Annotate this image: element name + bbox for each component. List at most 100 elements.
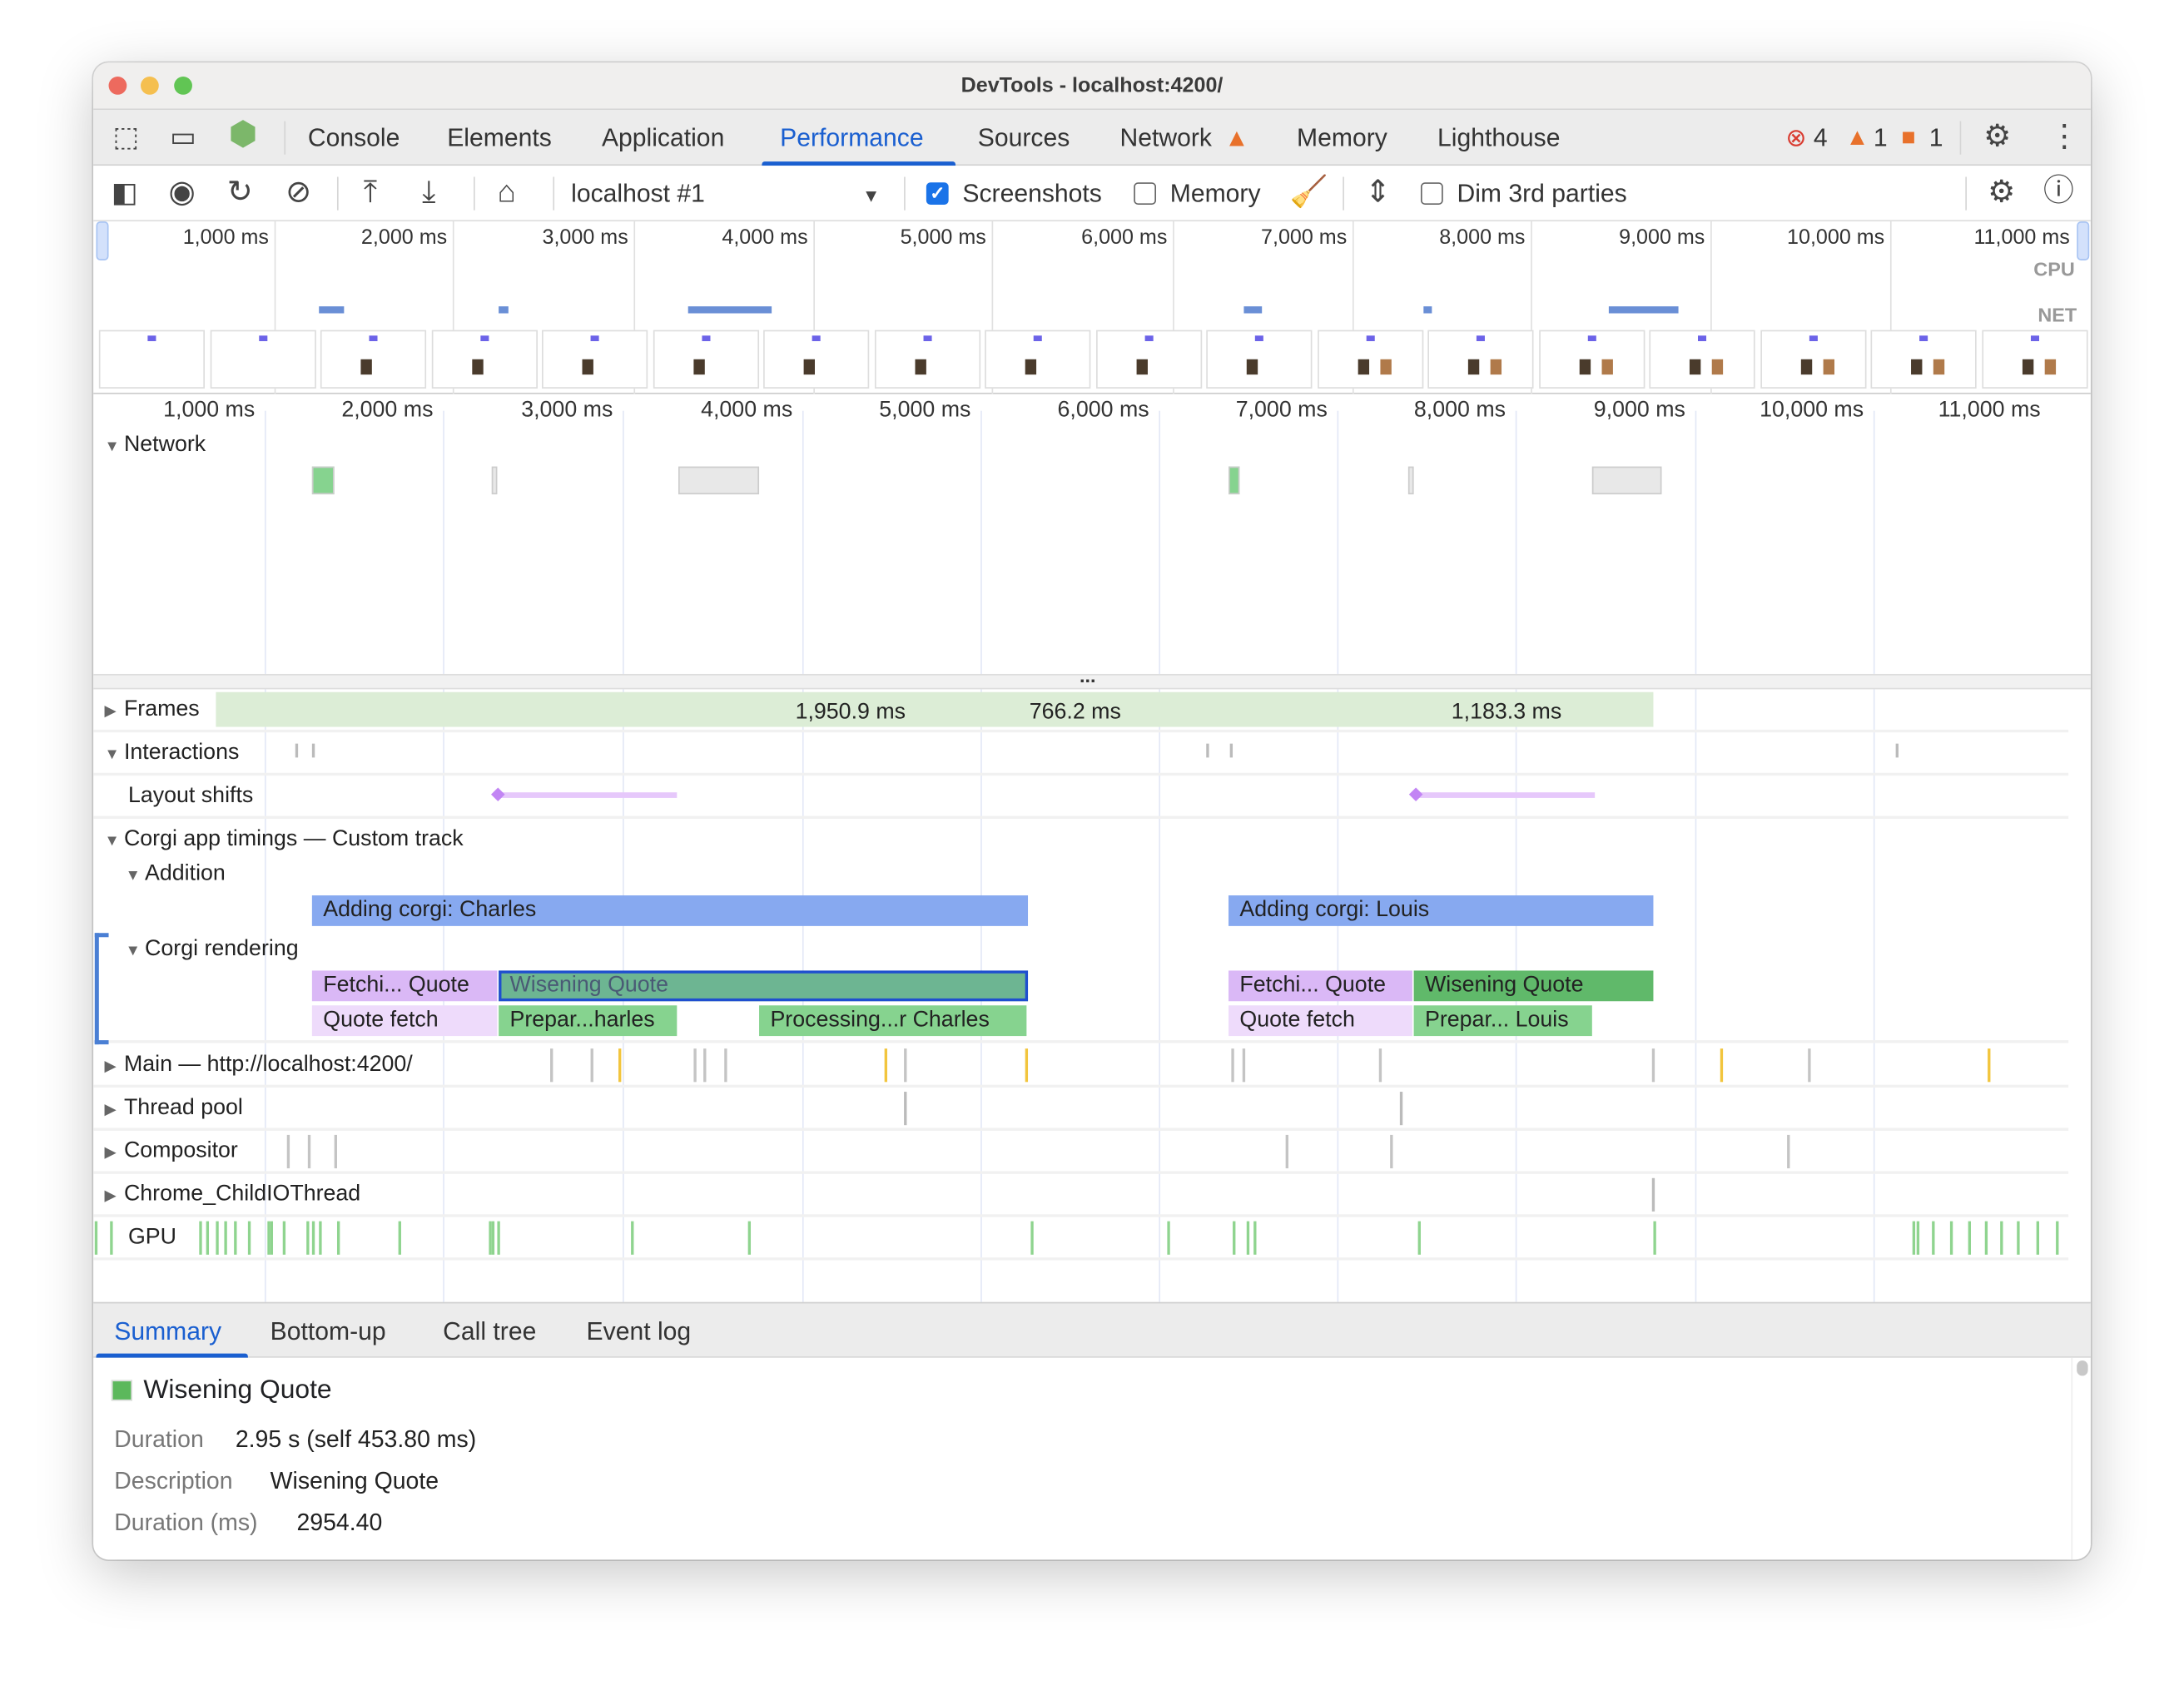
- gpu-task-mark[interactable]: [1417, 1221, 1421, 1255]
- tab-elements[interactable]: Elements: [447, 123, 552, 152]
- gpu-task-mark[interactable]: [270, 1221, 273, 1255]
- screenshot-thumbnail[interactable]: [763, 330, 870, 389]
- thread-pool-header[interactable]: ▶ Thread pool: [104, 1096, 243, 1120]
- task-mark[interactable]: [1378, 1048, 1382, 1083]
- screenshot-thumbnail[interactable]: [653, 330, 759, 389]
- compositor-header[interactable]: ▶ Compositor: [104, 1138, 238, 1163]
- resize-divider[interactable]: ...: [93, 664, 2091, 690]
- reload-record-icon[interactable]: ↻: [226, 174, 253, 210]
- gpu-task-mark[interactable]: [206, 1221, 209, 1255]
- gpu-task-mark[interactable]: [2056, 1221, 2058, 1255]
- screenshots-label[interactable]: Screenshots: [962, 179, 1102, 208]
- network-request[interactable]: [311, 466, 335, 495]
- device-toolbar-icon[interactable]: ▭: [170, 122, 196, 154]
- frames-track-header[interactable]: ▶ Frames: [104, 697, 206, 723]
- timeline-overview[interactable]: 1,000 ms 2,000 ms 3,000 ms 4,000 ms 5,000 ms…: [93, 221, 2091, 394]
- capture-settings-gear-icon[interactable]: ⚙: [1988, 174, 2016, 210]
- preparing-charles-event[interactable]: Prepar...harles: [499, 1005, 678, 1037]
- gpu-header[interactable]: GPU: [127, 1225, 176, 1251]
- tab-memory[interactable]: Memory: [1297, 123, 1387, 152]
- recording-select[interactable]: localhost #1: [571, 179, 705, 208]
- screenshot-thumbnail[interactable]: [1317, 330, 1423, 389]
- network-request[interactable]: [491, 466, 498, 495]
- warning-count-icon[interactable]: ▲: [1845, 123, 1869, 151]
- tab-bottom-up[interactable]: Bottom-up: [270, 1317, 386, 1346]
- gpu-task-mark[interactable]: [319, 1221, 321, 1255]
- task-mark[interactable]: [1651, 1177, 1655, 1212]
- adding-corgi-charles-event[interactable]: Adding corgi: Charles: [311, 895, 1029, 926]
- error-count[interactable]: 4: [1813, 123, 1828, 152]
- screenshots-checkbox[interactable]: ✓: [926, 182, 949, 206]
- warning-count[interactable]: 1: [1873, 123, 1888, 152]
- adding-corgi-louis-event[interactable]: Adding corgi: Louis: [1228, 895, 1654, 926]
- wisening-quote-event[interactable]: Wisening Quote: [1413, 970, 1654, 1002]
- gpu-task-mark[interactable]: [1949, 1221, 1953, 1255]
- gpu-task-mark[interactable]: [224, 1221, 226, 1255]
- gpu-task-mark[interactable]: [110, 1221, 112, 1255]
- interactions-track-header[interactable]: ▼ Interactions: [104, 741, 240, 765]
- processing-charles-event[interactable]: Processing...r Charles: [759, 1005, 1027, 1037]
- upload-icon[interactable]: ⤒: [363, 174, 378, 210]
- task-mark[interactable]: [693, 1048, 696, 1083]
- gpu-task-mark[interactable]: [489, 1221, 491, 1255]
- chevron-down-icon[interactable]: ▼: [861, 185, 881, 206]
- task-mark[interactable]: [334, 1134, 337, 1169]
- task-mark[interactable]: [904, 1092, 906, 1126]
- gpu-task-mark[interactable]: [306, 1221, 309, 1255]
- gpu-task-mark[interactable]: [1233, 1221, 1235, 1255]
- tab-lighthouse[interactable]: Lighthouse: [1437, 123, 1561, 152]
- task-mark[interactable]: [904, 1048, 906, 1083]
- zoom-window-button[interactable]: [174, 77, 192, 95]
- task-mark[interactable]: [307, 1134, 310, 1169]
- network-request[interactable]: [678, 466, 760, 495]
- node-icon[interactable]: ⬢: [228, 115, 258, 154]
- task-mark[interactable]: [703, 1048, 706, 1083]
- gpu-task-mark[interactable]: [497, 1221, 499, 1255]
- network-request[interactable]: [1228, 466, 1240, 495]
- task-mark[interactable]: [286, 1134, 290, 1169]
- scrollbar[interactable]: [2071, 1357, 2090, 1560]
- task-mark[interactable]: [1808, 1048, 1810, 1083]
- gpu-task-mark[interactable]: [2000, 1221, 2003, 1255]
- more-options-icon[interactable]: ⋮: [2048, 118, 2080, 154]
- gpu-task-mark[interactable]: [234, 1221, 236, 1255]
- memory-checkbox[interactable]: [1134, 182, 1157, 206]
- network-request[interactable]: [1591, 466, 1662, 495]
- minimize-window-button[interactable]: [141, 77, 159, 95]
- screenshot-thumbnail[interactable]: [985, 330, 1091, 389]
- layout-shift-diamond[interactable]: [490, 787, 505, 802]
- settings-gear-icon[interactable]: ⚙: [1983, 118, 2012, 154]
- interaction-mark[interactable]: [1229, 743, 1233, 758]
- corgi-rendering-track-header[interactable]: ▼ Corgi rendering: [125, 937, 299, 961]
- help-icon[interactable]: ⓘ: [2043, 172, 2074, 208]
- task-mark[interactable]: [1025, 1048, 1028, 1083]
- quote-fetch-event[interactable]: Quote fetch: [1228, 1005, 1412, 1037]
- memory-label[interactable]: Memory: [1169, 179, 1261, 208]
- collapse-tracks-icon[interactable]: ⇕: [1365, 174, 1391, 210]
- issue-icon[interactable]: ■: [1901, 123, 1916, 151]
- addition-track-header[interactable]: ▼ Addition: [125, 861, 226, 886]
- gpu-task-mark[interactable]: [247, 1221, 251, 1255]
- overview-left-handle[interactable]: [96, 221, 109, 260]
- tab-console[interactable]: Console: [307, 123, 400, 152]
- task-mark[interactable]: [1231, 1048, 1233, 1083]
- tab-application[interactable]: Application: [601, 123, 725, 152]
- tab-event-log[interactable]: Event log: [586, 1317, 692, 1346]
- clear-icon[interactable]: ⊘: [285, 174, 311, 210]
- gpu-task-mark[interactable]: [1246, 1221, 1249, 1255]
- network-track-header[interactable]: ▼ Network: [104, 433, 206, 457]
- screenshot-thumbnail[interactable]: [1649, 330, 1755, 389]
- layout-shift-cluster[interactable]: [495, 792, 678, 798]
- task-mark[interactable]: [1390, 1134, 1392, 1169]
- gpu-task-mark[interactable]: [1030, 1221, 1033, 1255]
- tab-sources[interactable]: Sources: [977, 123, 1070, 152]
- gpu-task-mark[interactable]: [311, 1221, 315, 1255]
- tab-call-tree[interactable]: Call tree: [443, 1317, 537, 1346]
- task-mark[interactable]: [1651, 1048, 1655, 1083]
- screenshot-thumbnail[interactable]: [1206, 330, 1313, 389]
- garbage-collect-broom-icon[interactable]: 🧹: [1289, 174, 1328, 210]
- gpu-task-mark[interactable]: [1167, 1221, 1169, 1255]
- screenshot-thumbnail[interactable]: [1427, 330, 1534, 389]
- gpu-task-mark[interactable]: [1253, 1221, 1256, 1255]
- quote-fetch-event[interactable]: Quote fetch: [311, 1005, 498, 1037]
